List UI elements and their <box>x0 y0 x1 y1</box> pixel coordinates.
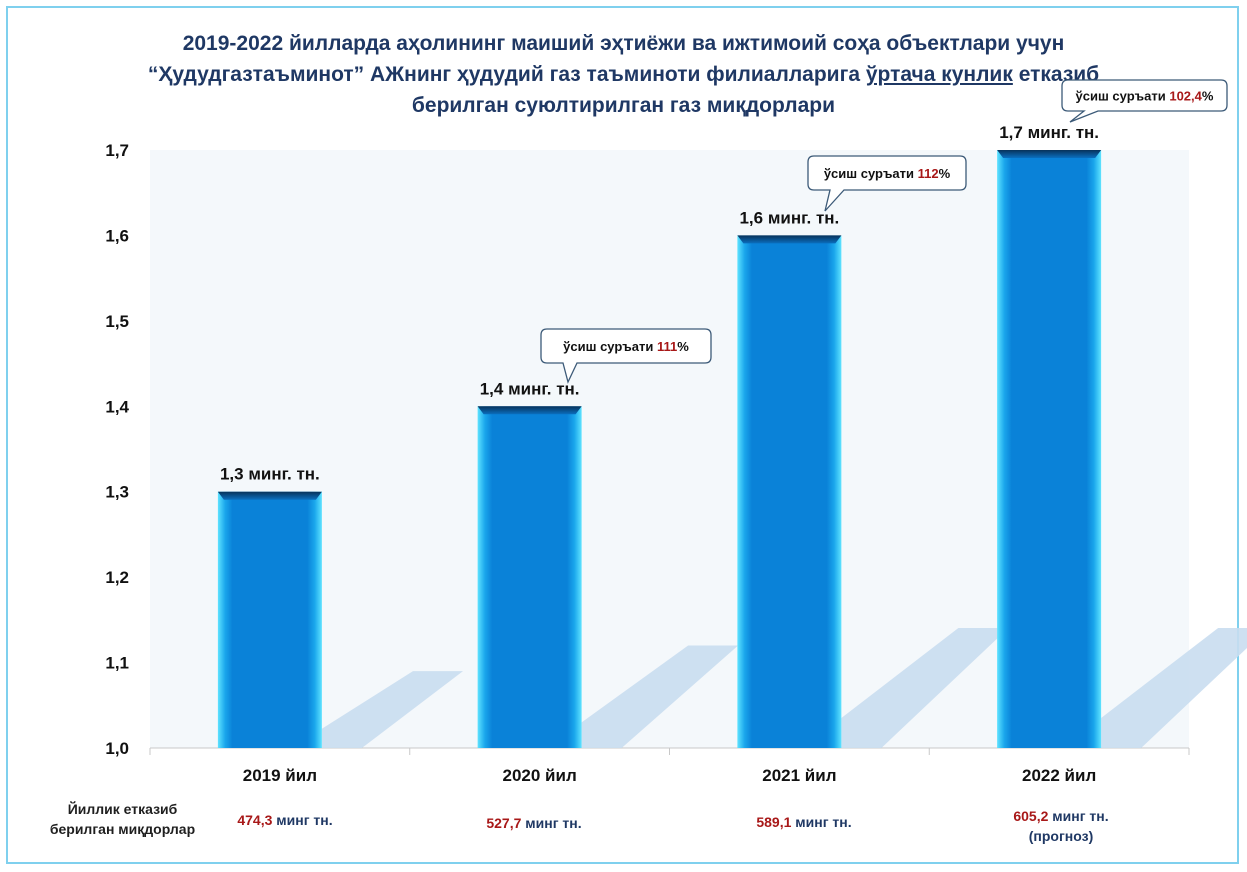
y-tick-label: 1,2 <box>105 568 129 587</box>
bar-shadow <box>321 671 464 748</box>
growth-rate-value: 112 <box>918 166 939 181</box>
bar-shadow <box>581 645 739 748</box>
data-label: 1,4 минг. тн. <box>480 379 580 398</box>
y-tick-label: 1,0 <box>105 739 129 758</box>
growth-rate-callout <box>1061 79 1228 123</box>
bar-top <box>997 150 1102 158</box>
forecast-note: (прогноз) <box>1028 828 1094 844</box>
yearly-supply-label-line-1: Йиллик етказиб <box>67 801 178 817</box>
yearly-supply-row-label: Йиллик етказиб берилган миқдорлар <box>30 799 215 839</box>
bar <box>477 406 582 748</box>
growth-rate-callout <box>807 155 967 212</box>
growth-rate-prefix: ўсиш суръати <box>563 339 657 354</box>
yearly-supply-unit: минг тн. <box>791 814 852 830</box>
growth-rate-value: 102,4 <box>1169 89 1202 104</box>
yearly-supply-unit: минг тн. <box>1048 808 1109 824</box>
yearly-supply-unit: минг тн. <box>521 815 582 831</box>
growth-rate-text: ўсиш суръати 111% <box>563 339 689 354</box>
yearly-supply-2019: 474,3 минг тн. <box>185 810 385 830</box>
yearly-supply-value: 605,2 <box>1013 808 1049 824</box>
chart-title: 2019-2022 йилларда аҳолининг маиший эҳти… <box>0 28 1247 121</box>
growth-rate-value: 111 <box>657 339 677 354</box>
data-label: 1,3 минг. тн. <box>220 465 320 484</box>
y-tick-label: 1,3 <box>105 483 129 502</box>
data-label: 1,7 минг. тн. <box>999 123 1099 142</box>
title-line-2: “Ҳудудгазтаъминот” АЖнинг ҳудудий газ та… <box>0 59 1247 90</box>
y-tick-label: 1,5 <box>105 312 129 331</box>
growth-rate-suffix: % <box>677 339 689 354</box>
data-label: 1,6 минг. тн. <box>739 208 839 227</box>
yearly-supply-value: 474,3 <box>237 812 273 828</box>
y-tick-label: 1,6 <box>105 226 129 245</box>
title-line-2a: “Ҳудудгазтаъминот” АЖнинг ҳудудий газ та… <box>147 63 866 86</box>
yearly-supply-value: 589,1 <box>756 814 792 830</box>
x-tick-label: 2019 йил <box>243 766 317 785</box>
growth-rate-callout <box>540 328 712 384</box>
growth-rate-text: ўсиш суръати 112% <box>824 166 951 181</box>
yearly-supply-2022: 605,2 минг тн. (прогноз) <box>961 806 1161 846</box>
bar-top <box>217 491 322 500</box>
yearly-supply-2021: 589,1 минг тн. <box>704 812 904 832</box>
bar <box>217 491 322 748</box>
yearly-supply-value: 527,7 <box>486 815 522 831</box>
y-tick-label: 1,1 <box>105 654 129 673</box>
bar <box>737 235 842 748</box>
y-tick-label: 1,7 <box>105 141 129 160</box>
growth-rate-suffix: % <box>939 166 951 181</box>
yearly-supply-2020: 527,7 минг тн. <box>434 813 634 833</box>
bar <box>997 150 1102 748</box>
bar-shadow <box>841 628 1009 748</box>
growth-rate-prefix: ўсиш суръати <box>824 166 918 181</box>
y-tick-label: 1,4 <box>105 397 129 416</box>
yearly-supply-unit: минг тн. <box>272 812 333 828</box>
x-tick-label: 2022 йил <box>1022 766 1096 785</box>
yearly-supply-label-line-2: берилган миқдорлар <box>49 821 196 837</box>
bar-top <box>737 235 842 244</box>
x-tick-label: 2021 йил <box>762 766 836 785</box>
growth-rate-text: ўсиш суръати 102,4% <box>1076 89 1214 104</box>
bar-shadow <box>1101 628 1247 748</box>
title-line-2b: ўртача кунлик <box>865 63 1013 86</box>
bar-top <box>477 406 582 415</box>
growth-rate-suffix: % <box>1202 89 1214 104</box>
title-line-3: берилган суюлтирилган газ миқдорлари <box>411 94 836 117</box>
growth-rate-prefix: ўсиш суръати <box>1076 89 1170 104</box>
x-tick-label: 2020 йил <box>503 766 577 785</box>
title-line-1: 2019-2022 йилларда аҳолининг маиший эҳти… <box>182 32 1065 55</box>
